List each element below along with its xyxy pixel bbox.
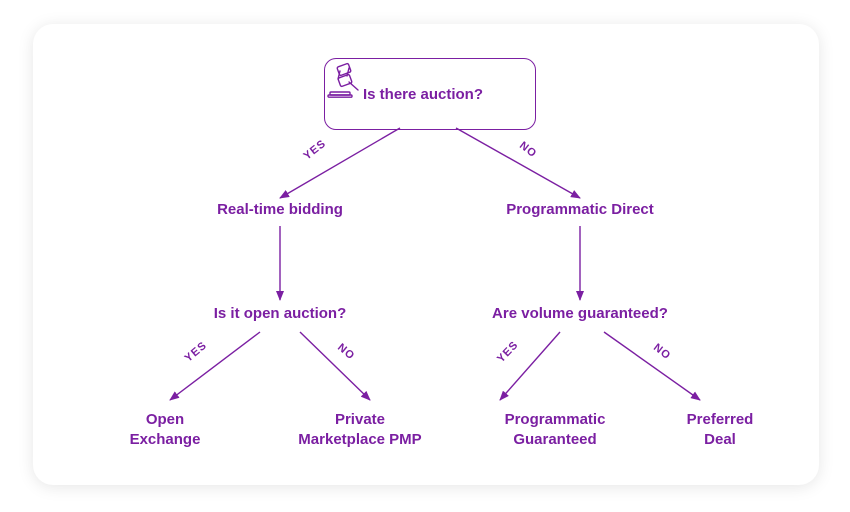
edge-0: [280, 128, 400, 198]
root-label: Is there auction?: [363, 86, 483, 103]
edge-4: [170, 332, 260, 400]
node-pg: ProgrammaticGuaranteed: [465, 410, 645, 451]
node-pd: Programmatic Direct: [470, 200, 690, 220]
root-node: Is there auction?: [324, 58, 536, 130]
diagram-canvas: Is there auction? Real-time bidding Progr…: [0, 0, 850, 512]
node-oe: OpenExchange: [95, 410, 235, 451]
node-rtb: Real-time bidding: [180, 200, 380, 220]
edge-1: [456, 128, 580, 198]
node-pmp: PrivateMarketplace PMP: [260, 410, 460, 451]
edge-7: [604, 332, 700, 400]
edge-5: [300, 332, 370, 400]
node-pref: PreferredDeal: [650, 410, 790, 451]
node-vol_q: Are volume guaranteed?: [450, 304, 710, 324]
node-open_q: Is it open auction?: [170, 304, 390, 324]
